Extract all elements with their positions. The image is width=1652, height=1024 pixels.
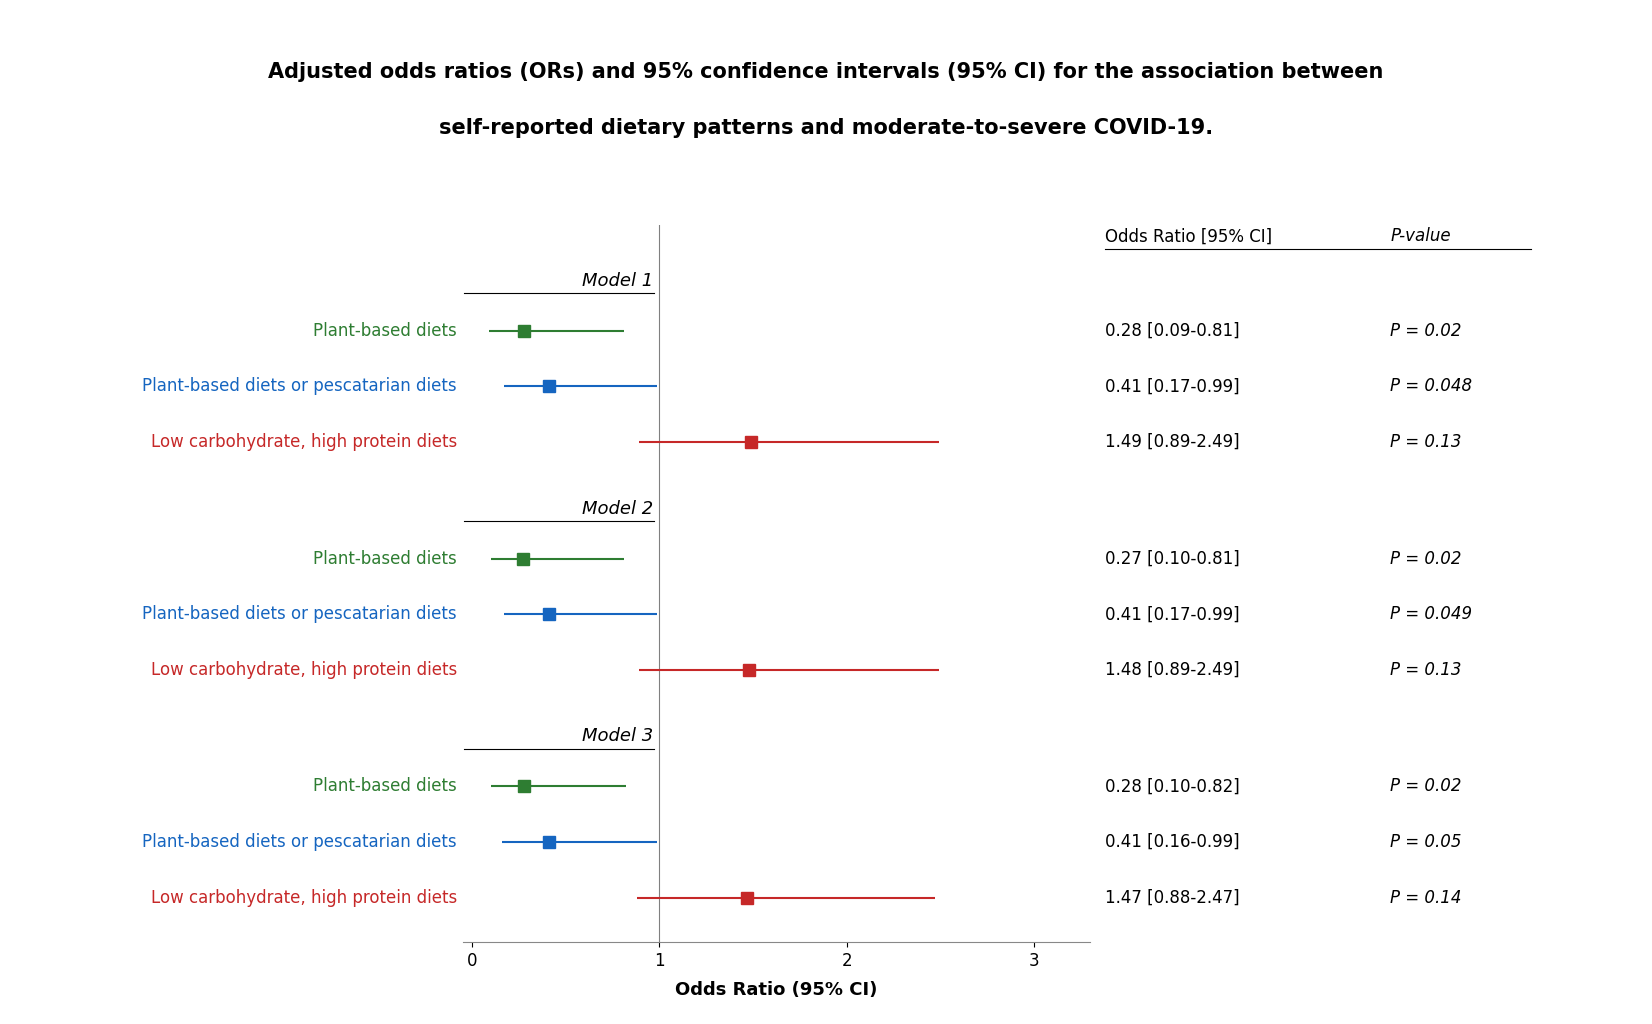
Text: 0.41 [0.17-0.99]: 0.41 [0.17-0.99] [1105, 605, 1241, 624]
Text: 0.41 [0.16-0.99]: 0.41 [0.16-0.99] [1105, 834, 1241, 851]
Text: 0.28 [0.10-0.82]: 0.28 [0.10-0.82] [1105, 777, 1241, 796]
Text: Model 3: Model 3 [583, 727, 654, 745]
Text: Plant-based diets or pescatarian diets: Plant-based diets or pescatarian diets [142, 378, 458, 395]
Text: Model 2: Model 2 [583, 500, 654, 518]
Text: Model 1: Model 1 [583, 271, 654, 290]
Text: 0.41 [0.17-0.99]: 0.41 [0.17-0.99] [1105, 378, 1241, 395]
Text: P = 0.02: P = 0.02 [1389, 322, 1462, 340]
Text: Plant-based diets or pescatarian diets: Plant-based diets or pescatarian diets [142, 605, 458, 624]
Text: Plant-based diets: Plant-based diets [314, 777, 458, 796]
Text: P = 0.02: P = 0.02 [1389, 777, 1462, 796]
Text: P-value: P-value [1389, 227, 1450, 246]
Text: P = 0.13: P = 0.13 [1389, 660, 1462, 679]
Text: self-reported dietary patterns and moderate-to-severe COVID-19.: self-reported dietary patterns and moder… [439, 118, 1213, 138]
Text: 0.28 [0.09-0.81]: 0.28 [0.09-0.81] [1105, 322, 1241, 340]
Text: Adjusted odds ratios (ORs) and 95% confidence intervals (95% CI) for the associa: Adjusted odds ratios (ORs) and 95% confi… [268, 61, 1384, 82]
Text: Low carbohydrate, high protein diets: Low carbohydrate, high protein diets [150, 660, 458, 679]
X-axis label: Odds Ratio (95% CI): Odds Ratio (95% CI) [676, 981, 877, 999]
Text: 1.49 [0.89-2.49]: 1.49 [0.89-2.49] [1105, 433, 1241, 451]
Text: Odds Ratio [95% CI]: Odds Ratio [95% CI] [1105, 227, 1272, 246]
Text: P = 0.049: P = 0.049 [1389, 605, 1472, 624]
Text: 1.47 [0.88-2.47]: 1.47 [0.88-2.47] [1105, 889, 1241, 906]
Text: Low carbohydrate, high protein diets: Low carbohydrate, high protein diets [150, 889, 458, 906]
Text: 0.27 [0.10-0.81]: 0.27 [0.10-0.81] [1105, 550, 1241, 567]
Text: P = 0.14: P = 0.14 [1389, 889, 1462, 906]
Text: 1.48 [0.89-2.49]: 1.48 [0.89-2.49] [1105, 660, 1241, 679]
Text: P = 0.02: P = 0.02 [1389, 550, 1462, 567]
Text: P = 0.048: P = 0.048 [1389, 378, 1472, 395]
Text: Plant-based diets: Plant-based diets [314, 550, 458, 567]
Text: P = 0.13: P = 0.13 [1389, 433, 1462, 451]
Text: Plant-based diets or pescatarian diets: Plant-based diets or pescatarian diets [142, 834, 458, 851]
Text: P = 0.05: P = 0.05 [1389, 834, 1462, 851]
Text: Plant-based diets: Plant-based diets [314, 322, 458, 340]
Text: Low carbohydrate, high protein diets: Low carbohydrate, high protein diets [150, 433, 458, 451]
